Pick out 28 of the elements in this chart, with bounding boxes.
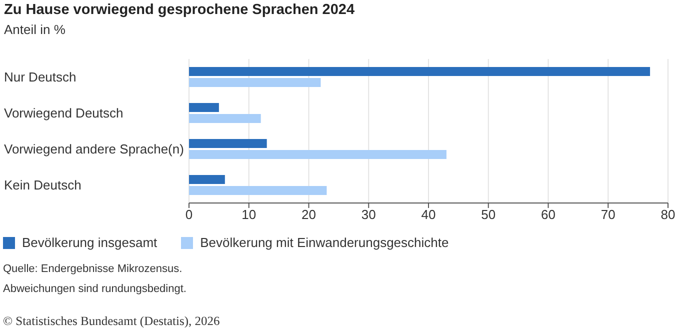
x-tick-label: 10 xyxy=(242,207,256,222)
y-tick-label: Vorwiegend Deutsch xyxy=(4,106,124,121)
x-tick-label: 70 xyxy=(600,207,616,222)
x-tick-label: 60 xyxy=(541,207,556,222)
bar xyxy=(189,150,446,159)
bar xyxy=(189,114,261,123)
chart-title: Zu Hause vorwiegend gesprochene Sprachen 2024 xyxy=(4,2,355,18)
text: Anteil in % xyxy=(4,22,66,37)
bar xyxy=(189,103,219,112)
x-tick-label: 30 xyxy=(361,207,376,222)
text: © Statistisches Bundesamt (Destatis), 2026 xyxy=(3,314,220,329)
y-tick-label: Vorwiegend andere Sprache(n) xyxy=(4,142,184,157)
legend-label: Bevölkerung mit Einwanderungsgeschichte xyxy=(200,235,449,250)
x-tick-label: 40 xyxy=(421,207,436,222)
source-note: Quelle: Endergebnisse Mikrozensus. xyxy=(3,263,182,275)
bar xyxy=(189,139,267,148)
text: Abweichungen sind rundungsbedingt. xyxy=(3,283,186,295)
x-tick-label: 0 xyxy=(185,207,193,222)
x-tick-label: 80 xyxy=(660,207,676,222)
bar xyxy=(189,78,321,87)
y-tick-label: Kein Deutsch xyxy=(4,178,82,193)
bar xyxy=(189,175,225,184)
y-tick-label: Nur Deutsch xyxy=(4,70,76,85)
x-tick-label: 20 xyxy=(302,207,316,222)
legend-label: Bevölkerung insgesamt xyxy=(22,235,158,250)
bar xyxy=(189,67,650,76)
x-tick-label: 50 xyxy=(481,207,496,222)
bar xyxy=(189,186,327,195)
